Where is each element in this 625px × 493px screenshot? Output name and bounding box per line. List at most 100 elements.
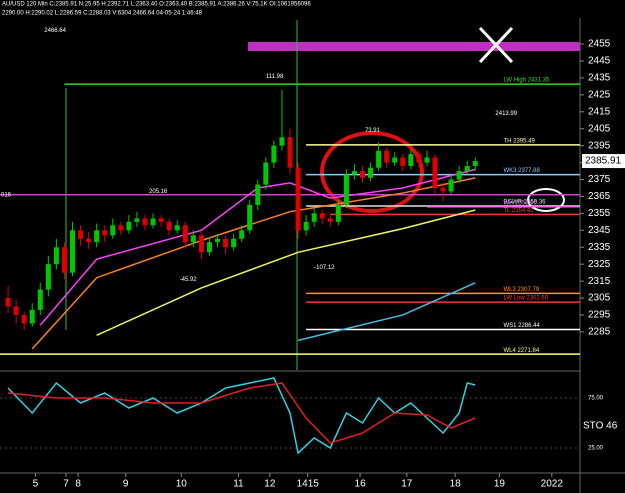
price-badge [582, 154, 625, 169]
annotation: 2466.64 [44, 28, 66, 34]
candle-body [464, 165, 470, 172]
x-tick-label: 8 [75, 479, 81, 490]
candle-body [271, 145, 277, 163]
moving-average [39, 168, 476, 326]
candle-body [416, 154, 422, 163]
candle-body [472, 161, 478, 166]
y-tick-label: 2435 [588, 73, 611, 84]
candle-body [166, 221, 172, 231]
candle-body [21, 314, 27, 324]
candle-body [392, 157, 398, 163]
level-label: BGWR 2359.36 [503, 200, 546, 206]
x-tick-label: 16 [355, 479, 367, 490]
candle-body [94, 230, 100, 243]
y-tick-label: 2455 [588, 39, 611, 50]
level-label: LW High 2431.35 [503, 78, 550, 84]
candle-body [263, 162, 269, 185]
stoch-tick-label: 75.00 [588, 396, 604, 402]
candle-body [150, 218, 156, 226]
candle-body [327, 218, 333, 222]
candle-body [351, 171, 357, 175]
x-tick-label: 17 [401, 479, 413, 490]
candle-body [29, 309, 35, 324]
candle-body [70, 230, 75, 273]
moving-average [96, 209, 476, 336]
candle-body [255, 184, 261, 205]
moving-average [31, 177, 476, 350]
stoch-label: STO 46 [583, 421, 618, 432]
x-tick-label: 19 [494, 479, 506, 490]
y-tick-label: 2345 [588, 225, 611, 236]
candle-body [37, 289, 43, 310]
candle-body [247, 204, 253, 231]
candle-body [118, 225, 124, 231]
x-tick-label: 12 [264, 479, 276, 490]
candle-body [182, 225, 188, 243]
level-label: WH 2358.90 [503, 200, 537, 206]
candle-body [335, 204, 341, 222]
candle-body [368, 167, 374, 178]
candle-body [223, 238, 229, 248]
candle-body [319, 213, 325, 219]
candle-body [408, 154, 414, 166]
moving-average [297, 282, 476, 342]
candle-body [424, 157, 430, 163]
y-tick-label: 2305 [588, 293, 611, 304]
candle-body [432, 157, 438, 188]
candle-body [303, 221, 309, 231]
x-tick-label: 7 [63, 479, 69, 490]
x-tick-label: 18 [450, 479, 462, 490]
annotation: -107.12 [314, 265, 335, 271]
candle-body [5, 298, 11, 307]
cross-mark [478, 26, 514, 64]
y-tick-label: 2335 [588, 242, 611, 253]
y-tick-label: 2315 [588, 276, 611, 287]
candle-body [142, 218, 148, 226]
candle-body [206, 242, 212, 253]
candle-body [215, 238, 220, 243]
candle-body [456, 171, 462, 180]
stoch-line [7, 377, 476, 455]
level-label: WL3 2307.79 [503, 287, 539, 293]
level-label: WS1 2286.44 [503, 323, 540, 329]
y-tick-label: 2365 [588, 191, 611, 202]
level-label: WL4 2271.84 [503, 348, 539, 354]
candle-body [239, 230, 245, 239]
level-label: WK3 2377.88 [503, 168, 540, 174]
x-tick-label: 9 [123, 479, 129, 490]
annotation: 73.91 [365, 128, 381, 134]
y-tick-label: 2445 [588, 56, 611, 67]
candle-body [376, 150, 382, 168]
candle-body [190, 235, 196, 243]
candle-body [440, 187, 446, 192]
y-tick-label: 2325 [588, 259, 611, 270]
candle-body [343, 174, 349, 205]
stoch-tick-label: 25.00 [588, 446, 604, 452]
red-ellipse [320, 131, 424, 213]
header-line: 2290.00 H:2290.02 L:2286.59 C:2288.03 V:… [2, 11, 203, 17]
x-tick-label: 1415 [297, 479, 320, 490]
y-tick-label: 2395 [588, 140, 611, 151]
candle-body [287, 137, 293, 168]
candle-body [102, 230, 108, 236]
annotation: 2413.99 [495, 111, 517, 117]
y-tick-label: 2425 [588, 90, 611, 101]
candle-body [295, 167, 301, 231]
level-label: LW Low 2302.60 [503, 296, 548, 302]
y-tick-label: 2375 [588, 174, 611, 185]
candle-body [45, 264, 51, 290]
candle-body [198, 235, 204, 253]
candle-body [231, 238, 237, 248]
level-label: TH 2395.49 [503, 138, 535, 144]
y-tick-label: 2415 [588, 106, 611, 117]
candle-body [61, 247, 67, 273]
annotation: 111.98 [266, 74, 284, 80]
candle-body [126, 221, 132, 231]
y-tick-label: 2285 [588, 327, 611, 338]
highlight-band [248, 42, 580, 51]
candle-body [174, 225, 180, 231]
candle-body [360, 171, 365, 178]
candle-body [448, 179, 454, 192]
last-price: 2385.91 [585, 156, 622, 167]
